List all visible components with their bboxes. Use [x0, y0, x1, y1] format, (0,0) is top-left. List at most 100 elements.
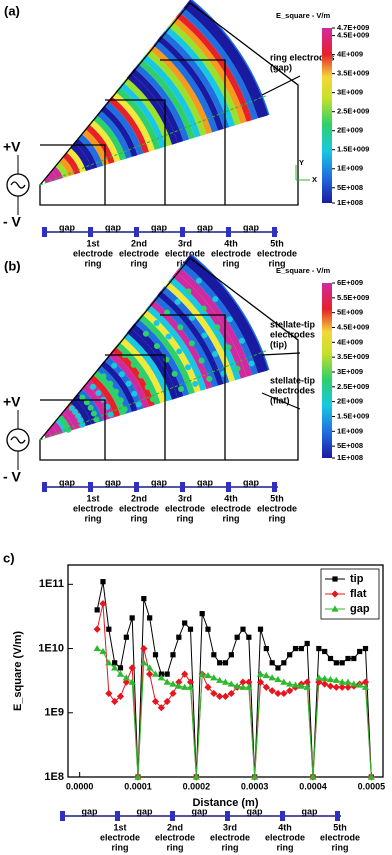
- colorbar-tick-label: 2E+009: [337, 126, 363, 135]
- y-axis-label: E_square (V/m): [12, 631, 24, 711]
- field-band: [179, 7, 258, 121]
- colorbar-tick-label: 2.5E+009: [337, 382, 369, 391]
- axis-line: [39, 349, 269, 441]
- point: [275, 665, 281, 671]
- point: [99, 647, 107, 655]
- electrode-marker: [42, 482, 47, 492]
- ring-label: 4th: [224, 493, 238, 503]
- field-band: [168, 21, 241, 126]
- colorbar-tick-label: 3.5E+009: [337, 352, 369, 361]
- point: [274, 689, 282, 698]
- field-band: [92, 115, 127, 161]
- field-spot: [131, 390, 138, 397]
- point: [351, 655, 357, 662]
- point: [361, 683, 370, 690]
- point: [361, 678, 370, 686]
- point: [331, 590, 339, 598]
- outer-ring: [186, 254, 269, 372]
- colorbar-tick-label: 4.5E+009: [337, 322, 369, 331]
- colorbar: [322, 283, 332, 458]
- field-band: [51, 421, 63, 435]
- colorbar-tick-label: 4E+009: [337, 50, 363, 59]
- field-spot: [87, 404, 94, 411]
- point: [199, 611, 205, 617]
- colorbar-tick-label: 6E+009: [337, 278, 363, 287]
- ring-label: electrode: [211, 248, 251, 258]
- point: [151, 697, 160, 706]
- field-spot: [189, 314, 196, 321]
- gap-label: gap: [59, 222, 76, 232]
- point: [280, 678, 288, 685]
- colorbar-tick-label: 2.5E+009: [337, 107, 369, 116]
- point: [338, 678, 346, 685]
- plot-frame: [67, 564, 384, 778]
- ring-label: ring: [223, 258, 240, 268]
- point: [106, 626, 112, 632]
- field-spot: [125, 380, 132, 387]
- point: [321, 680, 329, 688]
- field-band: [74, 393, 98, 425]
- point: [221, 692, 230, 700]
- point: [332, 576, 338, 582]
- point: [152, 652, 159, 658]
- point: [331, 605, 339, 612]
- point: [187, 626, 194, 632]
- colorbar-tick-label: 5E+008: [337, 441, 363, 450]
- point: [281, 660, 287, 666]
- field-band: [123, 332, 172, 402]
- point: [198, 670, 206, 677]
- field-spot: [104, 403, 111, 410]
- ring-label: electrode: [119, 503, 159, 513]
- point: [147, 615, 153, 621]
- point: [181, 670, 189, 678]
- annotation: (tip): [270, 339, 287, 349]
- point: [357, 648, 363, 655]
- point: [100, 579, 106, 585]
- annotation-arrow: [261, 392, 301, 410]
- ring-label: ring: [269, 513, 286, 523]
- colorbar-tick-label: 4.7E+009: [337, 23, 369, 32]
- point: [322, 648, 328, 655]
- point: [303, 683, 311, 690]
- point: [303, 678, 311, 686]
- field-band: [123, 77, 172, 147]
- x-axis-label: Distance (m): [192, 797, 258, 809]
- field-band: [62, 152, 81, 175]
- ac-wave: [10, 181, 26, 189]
- field-band: [183, 258, 264, 374]
- ring-label: electrode: [257, 248, 297, 258]
- point: [158, 671, 164, 677]
- point: [228, 652, 234, 658]
- field-spot: [201, 332, 208, 339]
- x-tick-label: 0.0004: [299, 781, 327, 791]
- point: [216, 692, 224, 700]
- ring-label: 3rd: [223, 822, 237, 832]
- colorbar-tick-label: 1E+008: [337, 198, 363, 207]
- field-band: [130, 68, 184, 143]
- colorbar-title: E_square - V/m: [276, 11, 331, 20]
- electrode-marker: [272, 482, 277, 492]
- series-line: [96, 603, 372, 778]
- point: [216, 676, 224, 683]
- electrode-marker: [226, 482, 231, 492]
- point: [221, 678, 230, 685]
- point: [256, 670, 265, 677]
- point: [94, 607, 100, 613]
- field-spot: [195, 277, 202, 284]
- field-band: [111, 346, 155, 407]
- field-spot: [107, 380, 114, 387]
- point: [93, 625, 101, 633]
- ring-label: electrode: [155, 832, 195, 842]
- annotation-arrow: [261, 75, 301, 96]
- point: [268, 687, 276, 695]
- point: [164, 671, 170, 677]
- electrode-marker: [134, 482, 139, 492]
- field-band: [81, 129, 109, 166]
- ring-label: ring: [131, 258, 148, 268]
- point: [239, 678, 247, 686]
- ring-label: 2nd: [131, 238, 147, 248]
- field-spot: [90, 410, 97, 417]
- field-band: [183, 3, 264, 119]
- electrode-frame: [39, 257, 299, 461]
- ring-label: ring: [222, 842, 239, 852]
